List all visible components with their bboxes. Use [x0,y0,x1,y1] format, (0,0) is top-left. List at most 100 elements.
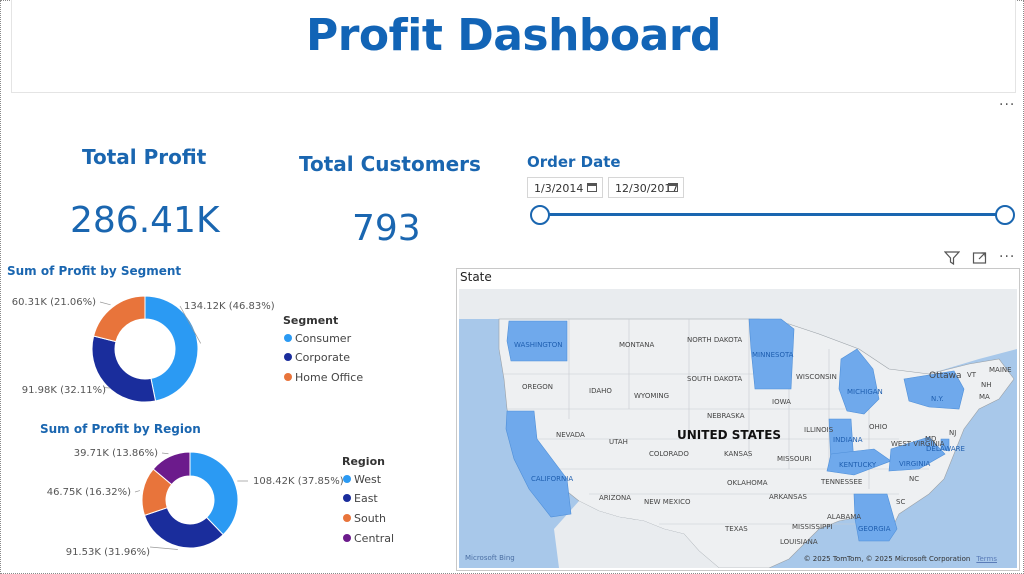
region-chart-title: Sum of Profit by Region [40,422,201,436]
map-label-nc: NC [909,475,919,483]
map-label-illinois: ILLINOIS [804,426,834,434]
end-date-value: 12/30/2017 [615,182,679,195]
state-borders [504,319,929,525]
region-leader-line [134,490,140,493]
map-label-colorado: COLORADO [649,450,689,458]
date-range-end-handle[interactable] [995,205,1015,225]
start-date-input[interactable]: 1/3/2014 [527,177,603,198]
legend-item-central[interactable]: Central [343,532,394,545]
map-label-minnesota: MINNESOTA [752,351,794,359]
state-new-york [903,370,965,410]
map-label-idaho: IDAHO [589,387,612,395]
map-label-utah: UTAH [609,438,628,446]
date-range-start-handle[interactable] [530,205,550,225]
attribution-text: © 2025 TomTom, © 2025 Microsoft Corporat… [803,555,971,563]
focus-mode-icon[interactable] [972,250,988,269]
map-canvas[interactable]: WASHINGTON CALIFORNIA MINNESOTA MICHIGAN… [459,289,1017,568]
map-label-kentucky: KENTUCKY [839,461,877,469]
legend-dot [343,514,351,522]
map-label-iowa: IOWA [772,398,791,406]
segment-leader-line [99,301,111,306]
region-legend-title: Region [342,455,385,468]
state-georgia [853,493,898,542]
region-data-label: 39.71K (13.86%) [74,448,158,459]
state-kentucky [826,448,892,476]
map-label-north-dakota: NORTH DAKOTA [687,336,742,344]
legend-label: South [354,512,386,525]
map-label-nh: NH [981,381,992,389]
region-leader-line [161,452,169,455]
total-profit-label: Total Profit [82,145,207,169]
legend-item-home-office[interactable]: Home Office [284,371,363,384]
legend-label: West [354,473,382,486]
start-date-value: 1/3/2014 [534,182,584,195]
map-label-delaware: DELAWARE [926,445,965,453]
map-label-oklahoma: OKLAHOMA [727,479,768,487]
donut-charts-canvas: 134.12K (46.83%) 91.98K (32.11%) 60.31K (2… [12,295,344,558]
map-label-arizona: ARIZONA [599,494,631,502]
calendar-icon[interactable] [668,183,678,192]
title-card: Profit Dashboard [11,0,1016,93]
map-label-washington: WASHINGTON [514,341,563,349]
region-slice-central[interactable] [152,451,191,486]
map-label-wisconsin: WISCONSIN [796,373,837,381]
map-label-georgia: GEORGIA [858,525,891,533]
region-slice-west[interactable] [189,451,239,536]
legend-label: Corporate [295,351,350,364]
segment-slice-consumer[interactable] [144,295,199,402]
map-label-sc: SC [896,498,905,506]
map-label-new-york: N.Y. [931,395,944,403]
map-label-texas: TEXAS [724,525,748,533]
filter-icon[interactable] [943,250,961,269]
mexico-landmass [554,501,719,568]
end-date-input[interactable]: 12/30/2017 [608,177,684,198]
map-label-ohio: OHIO [869,423,888,431]
legend-item-east[interactable]: East [343,492,378,505]
legend-item-south[interactable]: South [343,512,386,525]
terms-link[interactable]: Terms [976,555,997,563]
map-label-country: UNITED STATES [677,428,781,442]
legend-item-consumer[interactable]: Consumer [284,332,351,345]
map-attribution: © 2025 TomTom, © 2025 Microsoft Corporat… [804,555,997,563]
more-options-icon[interactable]: ··· [999,97,1016,113]
canada-landmass [459,289,1017,374]
map-label-ottawa: Ottawa [929,371,962,381]
map-label-indiana: INDIANA [833,436,863,444]
state-michigan [838,348,880,415]
calendar-icon[interactable] [587,183,597,192]
segment-data-label: 134.12K (46.83%) [184,301,275,312]
map-label-missouri: MISSOURI [777,455,812,463]
map-label-nj: NJ [949,429,956,437]
legend-dot [284,353,292,361]
map-label-louisiana: LOUISIANA [780,538,818,546]
bing-logo: Microsoft Bing [465,554,515,562]
date-range-slider-track[interactable] [540,213,1005,216]
state-map-visual[interactable]: State [456,268,1020,571]
bing-logo-text: Microsoft Bing [465,554,515,562]
region-slice-east[interactable] [143,507,224,549]
map-label-virginia: VIRGINIA [899,460,931,468]
map-label-alabama: ALABAMA [827,513,861,521]
dashboard-title: Profit Dashboard [305,10,722,61]
legend-label: Home Office [295,371,364,384]
segment-slice-home-office[interactable] [93,295,146,343]
map-label-tennessee: TENNESSEE [820,478,862,486]
segment-legend-title: Segment [283,314,339,327]
map-labels: WASHINGTON CALIFORNIA MINNESOTA MICHIGAN… [514,336,1012,546]
legend-label: Central [354,532,395,545]
map-label-nevada: NEVADA [556,431,585,439]
map-label-ma: MA [979,393,990,401]
map-title: State [460,270,492,284]
legend-label: Consumer [295,332,352,345]
legend-item-corporate[interactable]: Corporate [284,351,350,364]
map-label-maine: MAINE [989,366,1012,374]
map-label-vt: VT [967,371,977,379]
map-label-nebraska: NEBRASKA [707,412,745,420]
region-leader-line [149,546,178,550]
more-options-icon[interactable]: ··· [999,249,1016,265]
map-label-south-dakota: SOUTH DAKOTA [687,375,742,383]
segment-data-label: 91.98K (32.11%) [22,385,106,396]
segment-data-label: 60.31K (21.06%) [12,297,96,308]
legend-item-west[interactable]: West [343,473,381,486]
map-label-mississippi: MISSISSIPPI [792,523,833,531]
